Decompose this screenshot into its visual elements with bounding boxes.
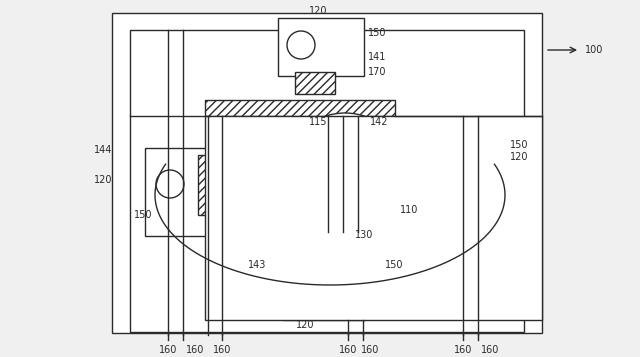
Text: 110: 110 [400,205,419,215]
Bar [205,116,542,320]
Bar [420,155,448,215]
Bar [295,72,335,94]
Text: 120: 120 [93,175,112,185]
Text: 170: 170 [368,67,387,77]
Circle shape [294,257,322,285]
Circle shape [287,31,315,59]
Text: 150: 150 [368,28,387,38]
Text: 160: 160 [213,345,231,355]
Bar [362,163,404,183]
Circle shape [283,113,407,237]
Text: 160: 160 [481,345,499,355]
Bar [205,100,395,116]
Text: 115: 115 [308,117,327,127]
Text: 141: 141 [368,52,387,62]
Bar [198,155,226,215]
Bar [420,148,502,236]
Bar [283,163,325,183]
Text: 120: 120 [296,320,314,330]
Text: 160: 160 [361,345,379,355]
Text: 120: 120 [510,152,529,162]
Text: 143: 143 [248,260,266,270]
Bar [283,232,365,320]
Text: 120: 120 [308,6,327,16]
Bar [310,240,348,270]
Text: 142: 142 [370,117,388,127]
Text: 160: 160 [186,345,204,355]
Text: 160: 160 [339,345,357,355]
Circle shape [465,170,493,198]
Text: 144: 144 [93,145,112,155]
Text: 150: 150 [134,210,152,220]
Bar [145,148,227,236]
Bar [112,13,542,333]
Text: 100: 100 [585,45,604,55]
Text: 150: 150 [385,260,403,270]
Text: 150: 150 [510,140,529,150]
Text: 160: 160 [159,345,177,355]
Bar [130,30,524,332]
Circle shape [156,170,184,198]
Bar [324,133,362,218]
Text: 130: 130 [355,230,373,240]
Bar [278,18,364,76]
Text: 160: 160 [454,345,472,355]
